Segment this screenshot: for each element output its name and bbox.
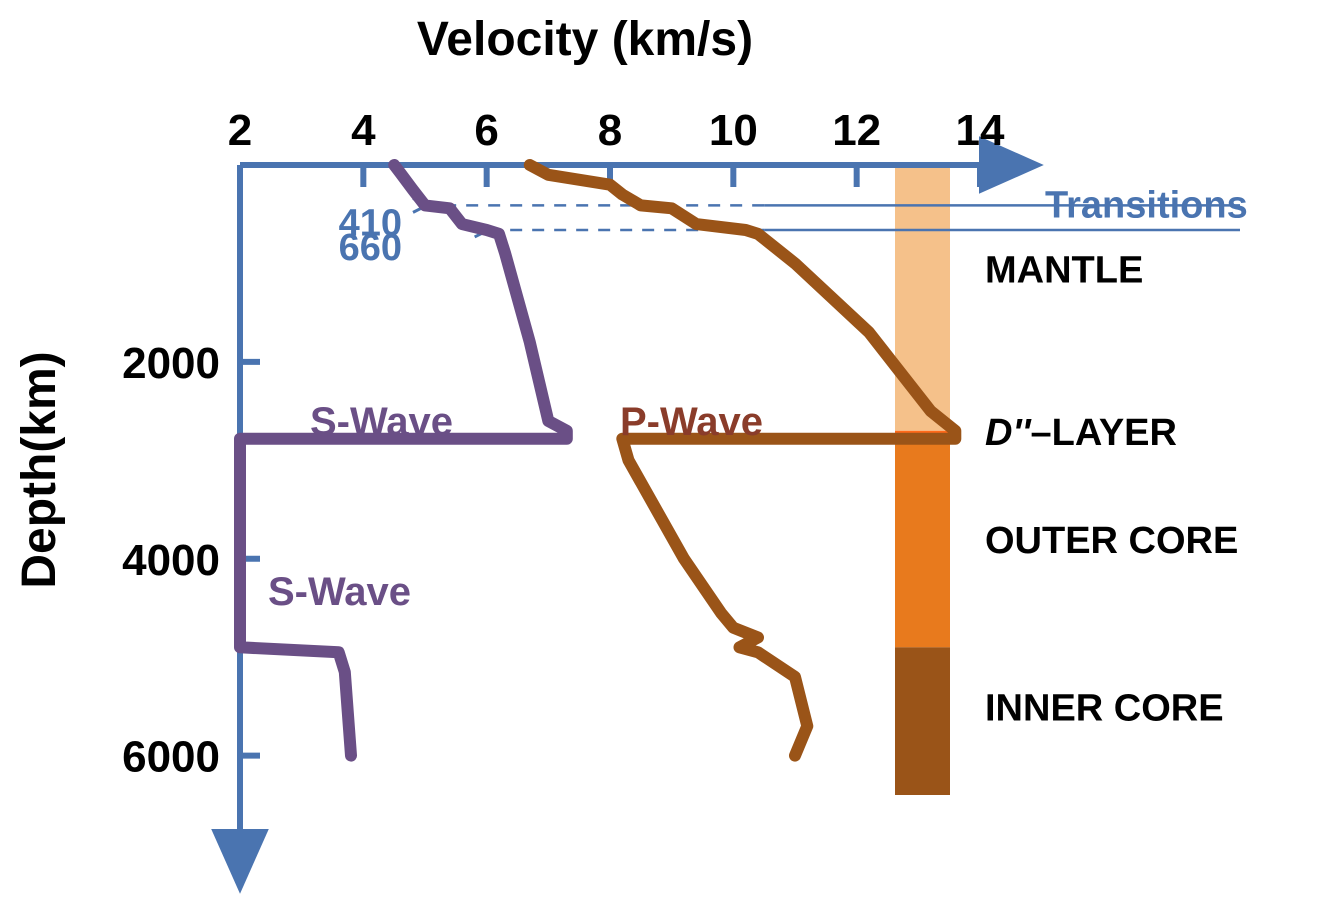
- x-tick-label: 6: [474, 106, 498, 155]
- s-wave-curve: [240, 165, 567, 756]
- wave-label: P-Wave: [620, 400, 763, 444]
- strat-layer: [895, 647, 950, 795]
- depth-annotation: 660: [339, 227, 402, 269]
- y-tick-label: 6000: [122, 733, 220, 782]
- x-tick-label: 2: [228, 106, 252, 155]
- x-tick-label: 4: [351, 106, 376, 155]
- transitions-label: Transitions: [1045, 184, 1248, 226]
- seismic-velocity-chart: Velocity (km/s) Depth(km) MANTLE D''–LAYE…: [0, 0, 1321, 901]
- labels: S-Wave P-Wave S-Wave: [268, 400, 763, 614]
- wave-label: S-Wave: [268, 570, 411, 614]
- y-axis-title: Depth(km): [13, 351, 66, 588]
- layer-label: OUTER CORE: [985, 520, 1238, 562]
- y-tick-label: 4000: [122, 536, 220, 585]
- x-tick-label: 10: [709, 106, 758, 155]
- axes: 2 4 6 8 10 12 14 2000 4000 6000: [122, 106, 1015, 865]
- strat-layer: [895, 441, 950, 648]
- y-tick-label: 2000: [122, 339, 220, 388]
- x-tick-label: 12: [832, 106, 881, 155]
- chart-svg: Velocity (km/s) Depth(km) MANTLE D''–LAYE…: [0, 0, 1321, 901]
- strat-column: MANTLE D''–LAYER OUTER CORE INNER CORE: [895, 165, 1238, 795]
- x-tick-label: 14: [956, 106, 1005, 155]
- layer-label: D''–LAYER: [985, 412, 1177, 454]
- x-axis-title: Velocity (km/s): [417, 13, 753, 66]
- wave-label: S-Wave: [310, 400, 453, 444]
- x-tick-label: 8: [598, 106, 622, 155]
- layer-label: INNER CORE: [985, 687, 1224, 729]
- layer-label: MANTLE: [985, 249, 1143, 291]
- p-wave-curve: [530, 165, 956, 756]
